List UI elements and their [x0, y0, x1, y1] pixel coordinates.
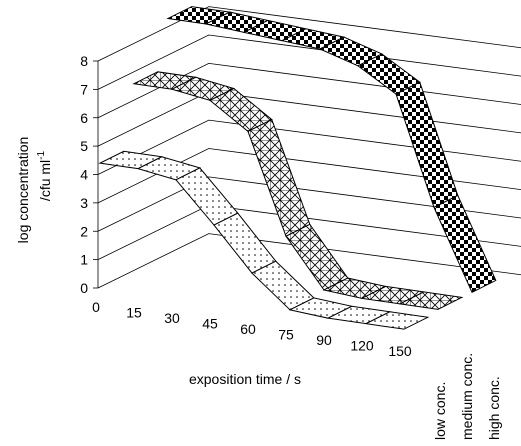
- grid-line: [97, 6, 521, 62]
- y-tick-label: 3: [80, 195, 88, 211]
- y-tick-label: 2: [80, 223, 88, 239]
- x-tick-label: 15: [126, 305, 142, 321]
- y-axis-title-text: /cfu ml: [37, 160, 53, 201]
- x-tick-label: 90: [316, 332, 332, 348]
- ribbon-segment: [398, 291, 464, 310]
- ribbon-segment: [364, 311, 430, 330]
- grid-line: [97, 62, 521, 119]
- y-tick-label: 5: [80, 138, 88, 154]
- series-label: low conc.: [432, 382, 448, 440]
- ribbons: [98, 6, 497, 330]
- y-axis-title-superscript: -1: [36, 151, 47, 160]
- x-tick-label: 0: [92, 299, 100, 315]
- ribbon-segment: [433, 194, 497, 294]
- y-tick-label: 0: [80, 280, 88, 296]
- y-axis-title: log concentration: [15, 137, 31, 244]
- grid-line: [97, 233, 521, 289]
- x-tick-label: 75: [278, 327, 294, 343]
- x-tick-label: 120: [350, 338, 374, 354]
- grid-line: [97, 91, 521, 147]
- grid-line: [97, 34, 521, 90]
- x-tick-label: 150: [388, 343, 412, 359]
- y-tick-label: 7: [80, 81, 88, 97]
- ribbon-segment: [395, 81, 459, 209]
- x-axis-title: exposition time / s: [189, 371, 301, 387]
- x-tick-label: 60: [240, 321, 256, 337]
- grid-line: [97, 176, 521, 232]
- ribbon-segment: [213, 212, 277, 274]
- y-tick-label: 1: [80, 252, 88, 268]
- y-tick-label: 8: [80, 53, 88, 69]
- x-tick-label: 45: [202, 316, 218, 332]
- ribbon-segment: [247, 118, 311, 237]
- series-label: high conc.: [486, 376, 502, 440]
- y-tick-label: 4: [80, 167, 88, 183]
- y-tick-label: 6: [80, 110, 88, 126]
- y-axis-title-line2: /cfu ml-1: [36, 151, 53, 202]
- x-tick-label: 30: [164, 310, 180, 326]
- series-label: medium conc.: [459, 353, 475, 440]
